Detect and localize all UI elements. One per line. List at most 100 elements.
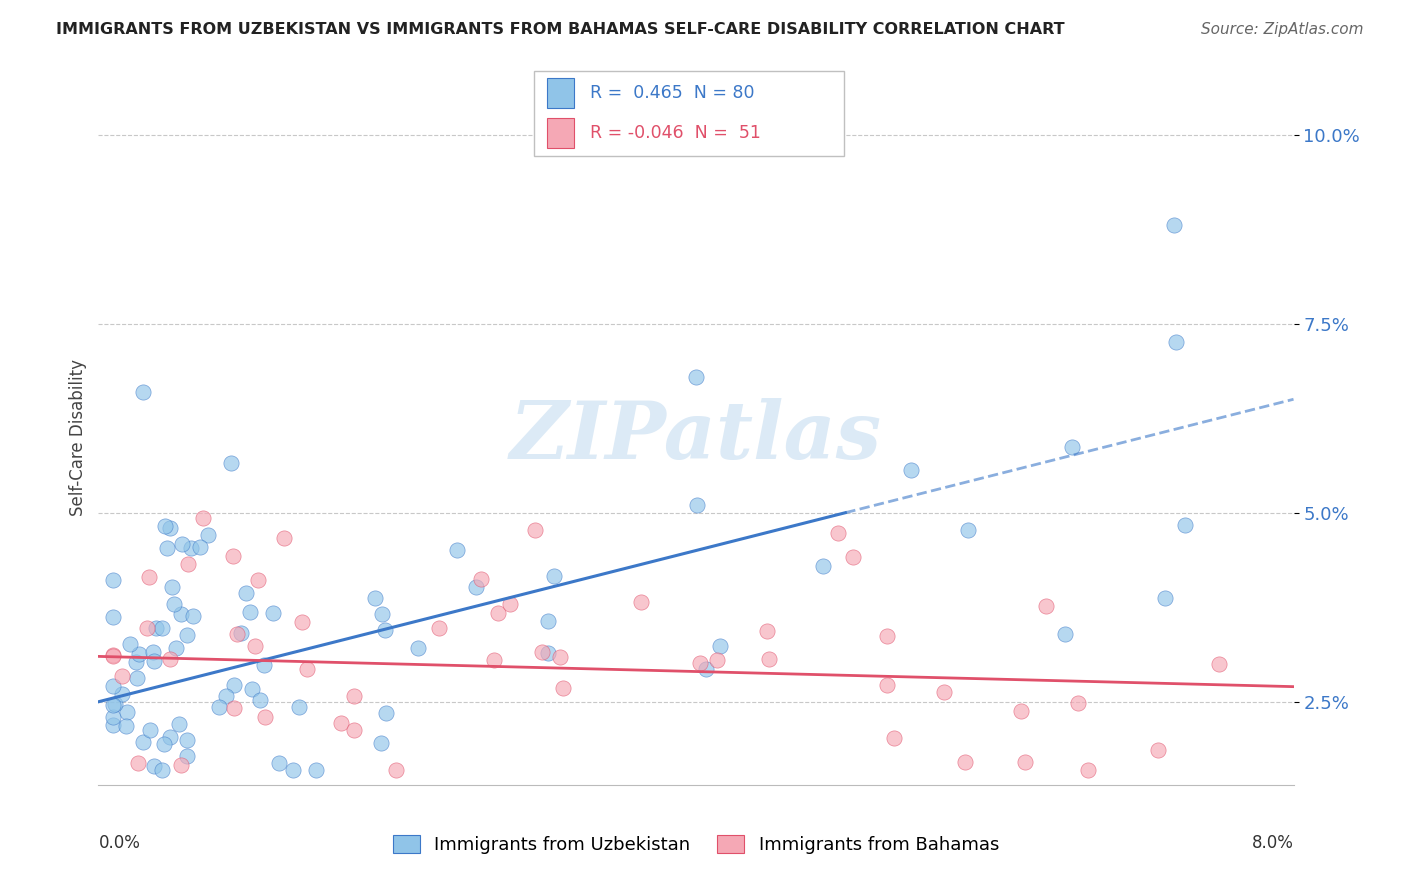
Text: Source: ZipAtlas.com: Source: ZipAtlas.com [1201,22,1364,37]
Y-axis label: Self-Care Disability: Self-Care Disability [69,359,87,516]
Point [153,519,176,533]
Point [551,681,574,695]
Point [374,706,396,720]
Point [176,749,198,764]
Point [170,537,193,551]
Point [156,541,179,556]
Point [932,685,955,699]
Point [170,607,193,621]
Point [291,615,314,630]
Point [689,656,711,670]
FancyBboxPatch shape [534,71,844,156]
Point [1060,441,1083,455]
Point [695,662,717,676]
Point [1163,219,1185,233]
Legend: Immigrants from Uzbekistan, Immigrants from Bahamas: Immigrants from Uzbekistan, Immigrants f… [387,830,1005,859]
Point [756,624,779,638]
Text: R =  0.465  N = 80: R = 0.465 N = 80 [591,84,755,102]
FancyBboxPatch shape [547,118,575,147]
Text: 0.0%: 0.0% [98,834,141,852]
Point [1010,704,1032,718]
Point [957,523,980,537]
Point [1208,657,1230,671]
Point [132,384,155,399]
Point [842,549,865,564]
Point [686,498,709,512]
Point [215,689,238,703]
Text: 8.0%: 8.0% [1251,834,1294,852]
Point [225,627,247,641]
Point [176,733,198,747]
Point [499,597,522,611]
Point [132,735,155,749]
Point [1035,599,1057,613]
Point [245,639,267,653]
Point [103,648,125,662]
Point [1066,696,1088,710]
Point [1077,763,1099,777]
Point [408,640,430,655]
Point [374,624,396,638]
Point [465,580,488,594]
Point [235,586,257,600]
Point [1164,334,1187,349]
Point [370,736,392,750]
Point [128,647,150,661]
Point [900,463,922,477]
Point [385,763,408,777]
Point [330,715,353,730]
Point [163,597,186,611]
Point [143,759,166,773]
Point [239,605,262,619]
Point [118,637,141,651]
Point [114,719,136,733]
Point [273,531,295,545]
Point [159,521,181,535]
Point [142,645,165,659]
Point [191,511,214,525]
Point [180,541,202,555]
Point [685,369,707,384]
Point [530,645,553,659]
Point [1174,517,1197,532]
Point [138,569,160,583]
Point [183,609,205,624]
Point [470,572,492,586]
Point [229,625,252,640]
Point [876,678,898,692]
Text: IMMIGRANTS FROM UZBEKISTAN VS IMMIGRANTS FROM BAHAMAS SELF-CARE DISABILITY CORRE: IMMIGRANTS FROM UZBEKISTAN VS IMMIGRANTS… [56,22,1064,37]
Point [1014,756,1036,770]
Point [249,693,271,707]
Point [127,756,149,770]
FancyBboxPatch shape [547,78,575,108]
Point [262,607,284,621]
Point [254,710,277,724]
Point [170,758,193,772]
Point [142,654,165,668]
Point [240,681,263,696]
Point [224,678,246,692]
Point [111,687,134,701]
Point [222,549,245,563]
Point [103,718,125,732]
Point [446,543,468,558]
Point [197,528,219,542]
Point [208,699,231,714]
Point [176,628,198,642]
Point [343,723,366,737]
Point [536,646,558,660]
Point [253,657,276,672]
Point [103,698,125,712]
Point [219,456,242,470]
Point [135,621,157,635]
Point [103,710,125,724]
Point [145,621,167,635]
Point [269,756,291,770]
Point [537,614,560,628]
Point [427,621,450,635]
Text: ZIPatlas: ZIPatlas [510,399,882,475]
Point [524,523,547,537]
Point [167,717,190,731]
Point [482,653,505,667]
Point [159,730,181,744]
